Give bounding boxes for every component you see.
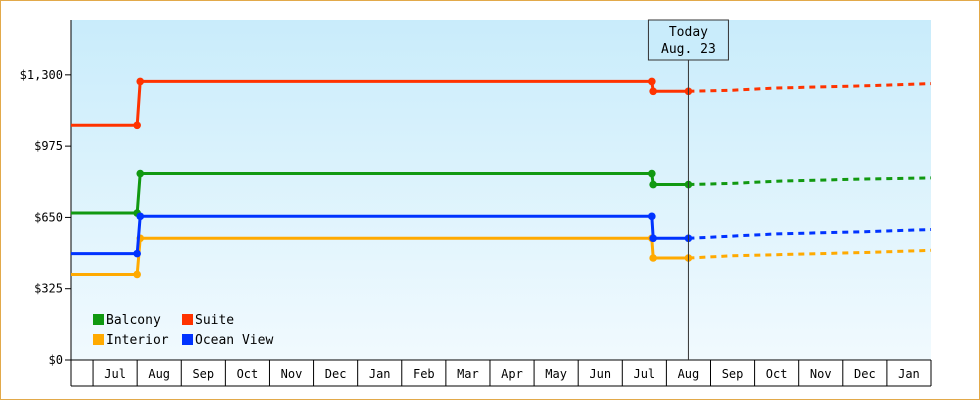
y-tick-label: $975 [34,139,63,153]
data-point-suite [649,87,657,96]
data-point-ocean-view [136,212,145,221]
x-tick-label: Sep [192,367,214,381]
legend-label-balcony: Balcony [106,313,161,328]
series-interior [71,234,932,279]
forecast-line-balcony [688,176,932,186]
series-layer [71,77,932,279]
series-ocean-view [71,212,932,258]
x-tick-label: Nov [281,367,303,381]
series-line-interior [71,236,689,276]
series-line-balcony [71,172,689,215]
legend-swatch-suite [182,314,193,325]
today-label-box [647,19,729,61]
y-tick-label: $325 [34,282,63,296]
x-tick-label: Oct [237,367,259,381]
x-axis: Jul Aug Sep Oct Nov Dec Jan Feb Mar Apr May Jun Jul A… [71,359,932,387]
forecast-line-interior [688,248,932,260]
today-label-line1: Today [669,25,708,40]
x-tick-label: Mar [457,367,479,381]
forecast-line-ocean-view [688,228,932,240]
x-tick-label: May [545,367,567,381]
x-tick-label: Sep [722,367,744,381]
y-tick-label: $0 [49,353,63,367]
x-tick-label: Jul [104,367,126,381]
legend-label-interior: Interior [106,333,169,348]
today-marker: Today Aug. 23 [647,19,729,360]
data-point-suite [648,77,656,86]
x-tick-label: Jul [633,367,655,381]
legend-swatch-interior [93,334,104,345]
y-axis: $0 $325 $650 $975 $1,300 [20,20,72,386]
x-tick-label: Apr [501,367,523,381]
series-suite [71,77,932,130]
x-tick-label: Dec [325,367,347,381]
legend-swatch-ocean-view [182,334,193,345]
y-tick-label: $1,300 [20,68,63,82]
x-tick-label: Aug [148,367,170,381]
data-point-interior [133,270,141,279]
legend-label-ocean-view: Ocean View [195,333,273,348]
data-point-ocean-view [133,249,141,258]
data-point-balcony [648,169,656,178]
data-point-ocean-view [648,212,656,221]
data-point-suite [133,121,141,130]
series-line-suite [71,79,689,127]
x-tick-label: Nov [810,367,832,381]
legend-swatch-balcony [93,314,104,325]
forecast-line-suite [688,82,932,93]
x-tick-label: Jan [898,367,920,381]
x-tick-label: Feb [413,367,435,381]
legend: Balcony Suite Interior Ocean View [93,313,273,348]
legend-label-suite: Suite [195,313,234,328]
data-point-interior [649,254,657,262]
data-point-balcony [649,180,657,189]
x-tick-label: Oct [766,367,788,381]
data-point-ocean-view [649,234,657,243]
x-tick-label: Jun [589,367,611,381]
plot-area [71,20,931,360]
y-tick-label: $650 [34,210,63,224]
x-tick-label: Dec [854,367,876,381]
data-point-suite [136,77,145,86]
x-tick-label: Jan [369,367,391,381]
x-tick-label: Aug [678,367,700,381]
today-label-line2: Aug. 23 [661,42,716,57]
data-point-balcony [136,169,145,178]
series-line-ocean-view [71,214,689,256]
